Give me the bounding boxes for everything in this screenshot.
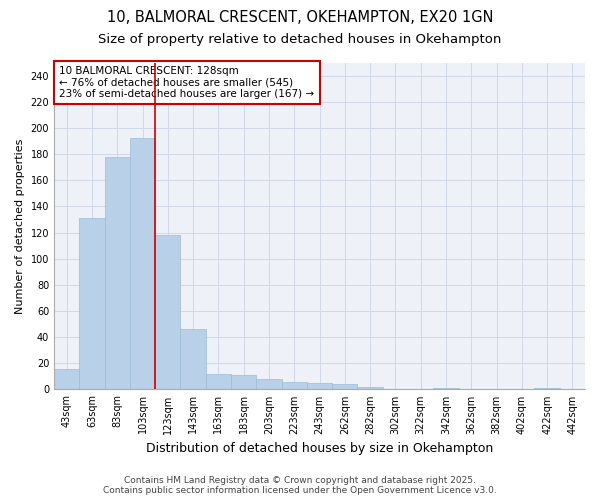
Bar (130, 138, 155, 390)
Text: Contains HM Land Registry data © Crown copyright and database right 2025.
Contai: Contains HM Land Registry data © Crown c… (103, 476, 497, 495)
Bar (332, 384, 358, 390)
Bar (206, 374, 231, 390)
Bar (231, 375, 256, 390)
Bar (256, 379, 281, 390)
Bar (104, 156, 130, 390)
Text: Size of property relative to detached houses in Okehampton: Size of property relative to detached ho… (98, 32, 502, 46)
X-axis label: Distribution of detached houses by size in Okehampton: Distribution of detached houses by size … (146, 442, 493, 455)
Bar (155, 235, 181, 390)
Bar (535, 388, 560, 390)
Bar (54, 368, 79, 390)
Bar (181, 330, 206, 390)
Bar (79, 218, 104, 390)
Y-axis label: Number of detached properties: Number of detached properties (15, 138, 25, 314)
Bar (358, 387, 383, 390)
Bar (281, 382, 307, 390)
Text: 10, BALMORAL CRESCENT, OKEHAMPTON, EX20 1GN: 10, BALMORAL CRESCENT, OKEHAMPTON, EX20 … (107, 10, 493, 25)
Text: 10 BALMORAL CRESCENT: 128sqm
← 76% of detached houses are smaller (545)
23% of s: 10 BALMORAL CRESCENT: 128sqm ← 76% of de… (59, 66, 314, 99)
Bar (433, 388, 458, 390)
Bar (307, 383, 332, 390)
